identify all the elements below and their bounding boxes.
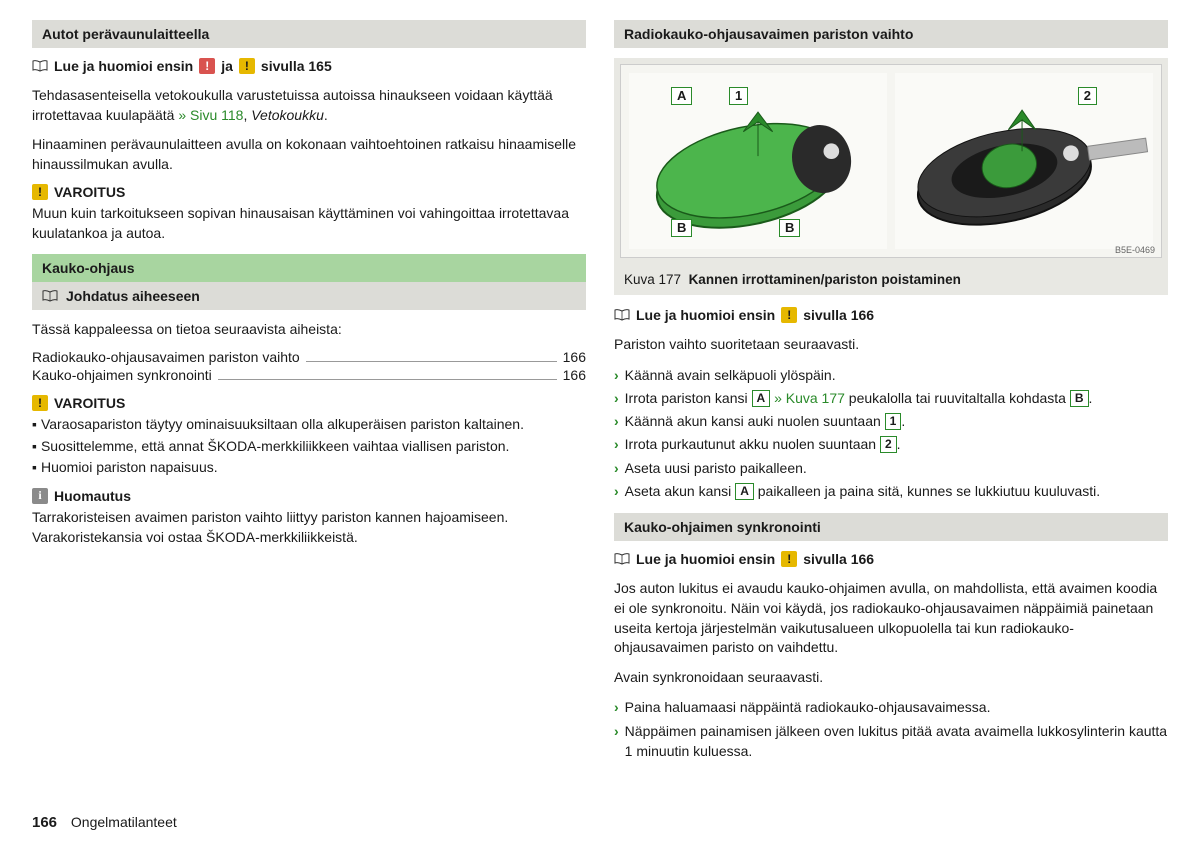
warning-yellow-icon: !: [781, 307, 797, 323]
warning-yellow-icon: !: [32, 184, 48, 200]
read-first-post: sivulla 165: [261, 58, 332, 74]
paragraph: Avain synkronoidaan seuraavasti.: [614, 668, 1168, 688]
key-image-2: 2: [895, 73, 1153, 249]
fig-label-B: B: [779, 219, 800, 237]
fig-label-A: A: [671, 87, 692, 105]
step-item: ›Käännä akun kansi auki nuolen suuntaan …: [614, 411, 1168, 431]
page-number: 166: [32, 814, 57, 831]
figure-code: B5E-0469: [1115, 245, 1155, 255]
read-first-line: Lue ja huomioi ensin ! sivulla 166: [614, 307, 1168, 323]
note-callout: i Huomautus: [32, 488, 586, 504]
step-arrow-icon: ›: [614, 388, 619, 408]
link-sivu-118[interactable]: » Sivu 118: [178, 107, 243, 123]
step-item: ›Näppäimen painamisen jälkeen oven lukit…: [614, 721, 1168, 762]
info-icon: i: [32, 488, 48, 504]
step-item: ›Aseta uusi paristo paikalleen.: [614, 458, 1168, 478]
bullet-item: Suosittelemme, että annat ŠKODA-merkkili…: [32, 437, 586, 457]
toc: Radiokauko-ohjausavaimen pariston vaihto…: [32, 349, 586, 383]
book-icon: [614, 553, 630, 565]
warning-callout: ! VAROITUS: [32, 395, 586, 411]
book-icon: [32, 60, 48, 72]
bullet-item: Varaosapariston täytyy ominaisuuksiltaan…: [32, 415, 586, 435]
step-arrow-icon: ›: [614, 697, 619, 717]
paragraph: Tehdasasenteisella vetokoukulla varustet…: [32, 86, 586, 125]
step-item: ›Irrota purkautunut akku nuolen suuntaan…: [614, 434, 1168, 454]
fig-label-1: 1: [729, 87, 748, 105]
step-item: ›Irrota pariston kansi A » Kuva 177 peuk…: [614, 388, 1168, 408]
warning-yellow-icon: !: [32, 395, 48, 411]
subheading-johdatus: Johdatus aiheeseen: [32, 282, 586, 310]
paragraph: Hinaaminen perävaunulaitteen avulla on k…: [32, 135, 586, 174]
paragraph: Pariston vaihto suoritetaan seuraavasti.: [614, 335, 1168, 355]
page-footer: 166 Ongelmatilanteet: [32, 814, 177, 831]
read-first-line: Lue ja huomioi ensin ! sivulla 166: [614, 551, 1168, 567]
heading-battery-change: Radiokauko-ohjausavaimen pariston vaihto: [614, 20, 1168, 48]
bullet-item: Huomioi pariston napaisuus.: [32, 458, 586, 478]
step-arrow-icon: ›: [614, 434, 619, 454]
step-arrow-icon: ›: [614, 365, 619, 385]
step-arrow-icon: ›: [614, 721, 619, 762]
intro-text: Tässä kappaleessa on tietoa seuraavista …: [32, 320, 586, 340]
inline-label-B: B: [1070, 390, 1089, 407]
figure-caption: Kuva 177 Kannen irrottaminen/pariston po…: [614, 264, 1168, 295]
read-first-pre: Lue ja huomioi ensin: [54, 58, 193, 74]
figure-images: A 1 B B 2 B5: [620, 64, 1162, 258]
heading-trailer: Autot perävaunulaitteella: [32, 20, 586, 48]
warning-yellow-icon: !: [781, 551, 797, 567]
book-icon: [42, 290, 58, 302]
step-item: ›Paina haluamaasi näppäintä radiokauko-o…: [614, 697, 1168, 717]
warning-yellow-icon: !: [239, 58, 255, 74]
step-item: ›Käännä avain selkäpuoli ylöspäin.: [614, 365, 1168, 385]
heading-kauko-ohjaus: Kauko-ohjaus: [32, 254, 586, 282]
paragraph: Jos auton lukitus ei avaudu kauko-ohjaim…: [614, 579, 1168, 657]
link-kuva-177[interactable]: » Kuva 177: [774, 390, 845, 406]
book-icon: [614, 309, 630, 321]
figure-177: A 1 B B 2 B5: [614, 58, 1168, 264]
right-column: Radiokauko-ohjausavaimen pariston vaihto…: [614, 20, 1168, 764]
inline-label-A: A: [752, 390, 771, 407]
step-item: ›Aseta akun kansi A paikalleen ja paina …: [614, 481, 1168, 501]
warning-text: Muun kuin tarkoitukseen sopivan hinausai…: [32, 204, 586, 243]
toc-row[interactable]: Kauko-ohjaimen synkronointi 166: [32, 367, 586, 383]
fig-label-B: B: [671, 219, 692, 237]
section-name: Ongelmatilanteet: [71, 814, 177, 830]
note-text: Tarrakoristeisen avaimen pariston vaihto…: [32, 508, 586, 547]
toc-row[interactable]: Radiokauko-ohjausavaimen pariston vaihto…: [32, 349, 586, 365]
left-column: Autot perävaunulaitteella Lue ja huomioi…: [32, 20, 586, 764]
warning-red-icon: !: [199, 58, 215, 74]
warning-callout: ! VAROITUS: [32, 184, 586, 200]
read-first-line: Lue ja huomioi ensin ! ja ! sivulla 165: [32, 58, 586, 74]
heading-sync: Kauko-ohjaimen synkronointi: [614, 513, 1168, 541]
key-image-1: A 1 B B: [629, 73, 887, 249]
step-arrow-icon: ›: [614, 458, 619, 478]
step-arrow-icon: ›: [614, 481, 619, 501]
read-first-mid: ja: [221, 58, 233, 74]
inline-label-A: A: [735, 483, 754, 500]
step-arrow-icon: ›: [614, 411, 619, 431]
inline-label-2: 2: [880, 436, 897, 453]
fig-label-2: 2: [1078, 87, 1097, 105]
inline-label-1: 1: [885, 413, 902, 430]
